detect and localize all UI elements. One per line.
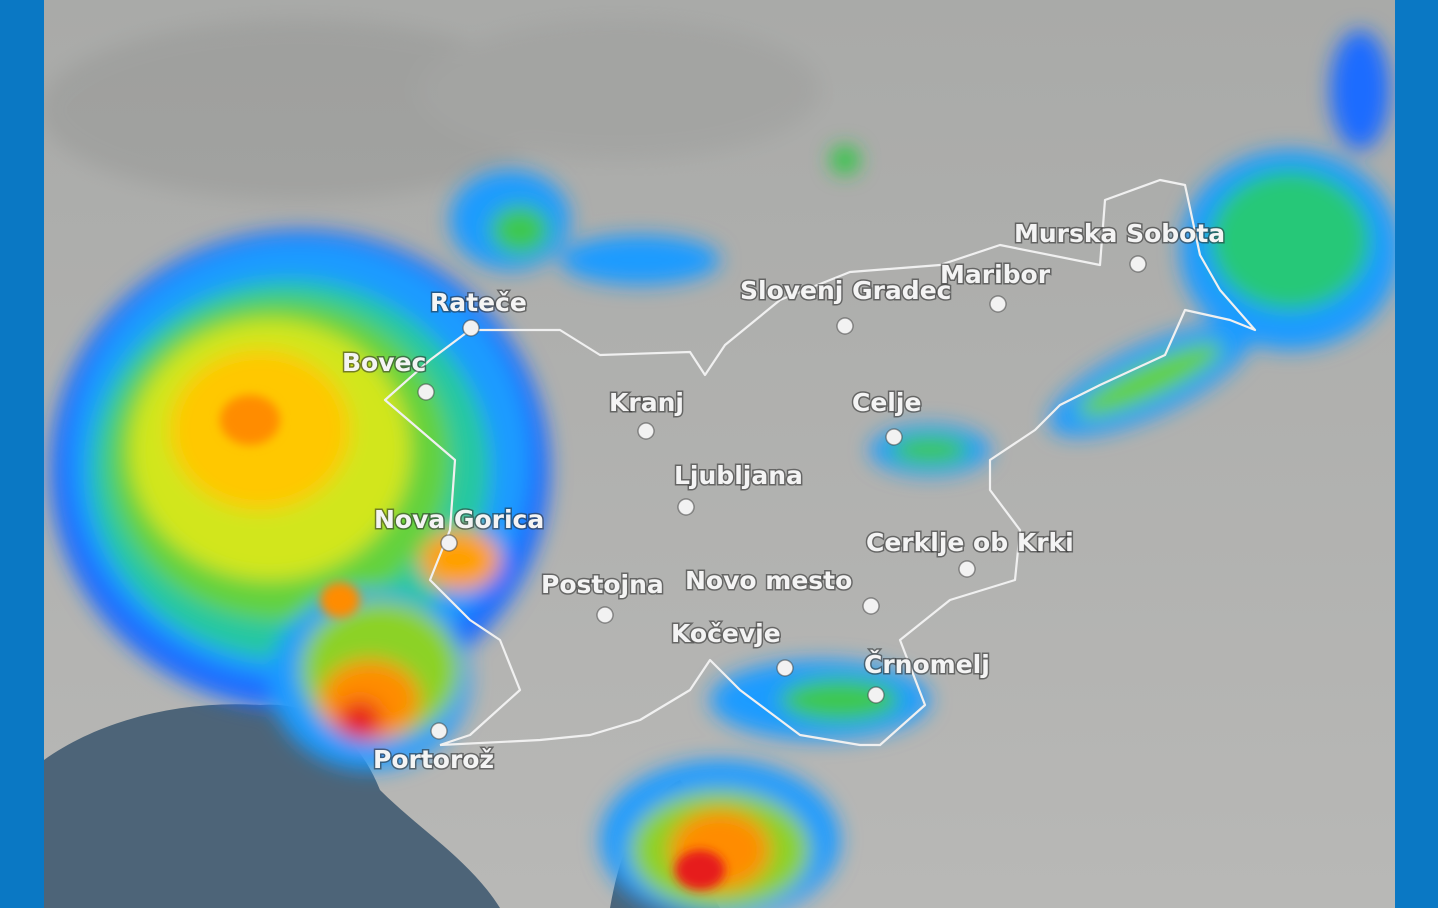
city-label: Postojna <box>541 570 664 599</box>
city-marker-crnomelj[interactable]: Črnomelj <box>863 648 991 704</box>
city-marker-celje[interactable]: Celje <box>851 387 923 446</box>
city-label: Nova Gorica <box>374 505 544 534</box>
city-label: Črnomelj <box>864 649 990 679</box>
right-frame <box>1395 0 1438 908</box>
city-dot[interactable] <box>867 686 885 704</box>
city-dot[interactable] <box>958 560 976 578</box>
city-marker-slovenj-gradec[interactable]: Slovenj Gradec <box>739 275 953 335</box>
city-marker-maribor[interactable]: Maribor <box>939 259 1052 313</box>
city-marker-kocevje[interactable]: Kočevje <box>670 618 794 677</box>
city-dot[interactable] <box>430 722 448 740</box>
city-dot[interactable] <box>440 534 458 552</box>
country-border <box>383 178 1257 747</box>
city-label: Novo mesto <box>685 566 852 595</box>
city-marker-murska-sobota[interactable]: Murska Sobota <box>1013 218 1227 273</box>
city-marker-cerklje-ob-krki[interactable]: Cerklje ob Krki <box>865 527 1075 578</box>
city-dot[interactable] <box>885 428 903 446</box>
city-marker-nova-gorica[interactable]: Nova Gorica <box>373 504 546 552</box>
city-dot[interactable] <box>596 606 614 624</box>
radar-map[interactable]: Rateče Bovec Kranj Ljubljana Nova Gorica Post… <box>44 0 1395 908</box>
city-dot[interactable] <box>776 659 794 677</box>
city-dot[interactable] <box>462 319 480 337</box>
terrain-shading <box>44 20 820 200</box>
city-label: Kočevje <box>671 619 781 648</box>
city-label: Cerklje ob Krki <box>866 528 1074 557</box>
left-frame <box>0 0 44 908</box>
city-marker-bovec[interactable]: Bovec <box>341 347 435 401</box>
city-marker-postojna[interactable]: Postojna <box>540 569 665 624</box>
city-marker-ratece[interactable]: Rateče <box>429 287 528 337</box>
city-dot[interactable] <box>677 498 695 516</box>
sea <box>44 704 500 908</box>
city-label: Slovenj Gradec <box>740 276 951 305</box>
city-label: Celje <box>852 388 921 417</box>
city-label: Rateče <box>430 288 527 317</box>
city-dot[interactable] <box>417 383 435 401</box>
radar-echoes <box>50 30 1395 908</box>
city-marker-ljubljana[interactable]: Ljubljana <box>673 460 804 516</box>
city-marker-kranj[interactable]: Kranj <box>608 387 685 440</box>
city-marker-novo-mesto[interactable]: Novo mesto <box>684 565 880 615</box>
city-dot[interactable] <box>989 295 1007 313</box>
city-label: Portorož <box>373 745 494 774</box>
city-dot[interactable] <box>836 317 854 335</box>
city-marker-portoroz[interactable]: Portorož <box>372 722 496 776</box>
city-dot[interactable] <box>1129 255 1147 273</box>
city-label: Maribor <box>940 260 1051 289</box>
city-dot[interactable] <box>862 597 880 615</box>
city-label: Murska Sobota <box>1014 219 1225 248</box>
city-label: Kranj <box>609 388 684 417</box>
city-dot[interactable] <box>637 422 655 440</box>
city-label: Ljubljana <box>674 461 803 490</box>
city-label: Bovec <box>342 348 426 377</box>
